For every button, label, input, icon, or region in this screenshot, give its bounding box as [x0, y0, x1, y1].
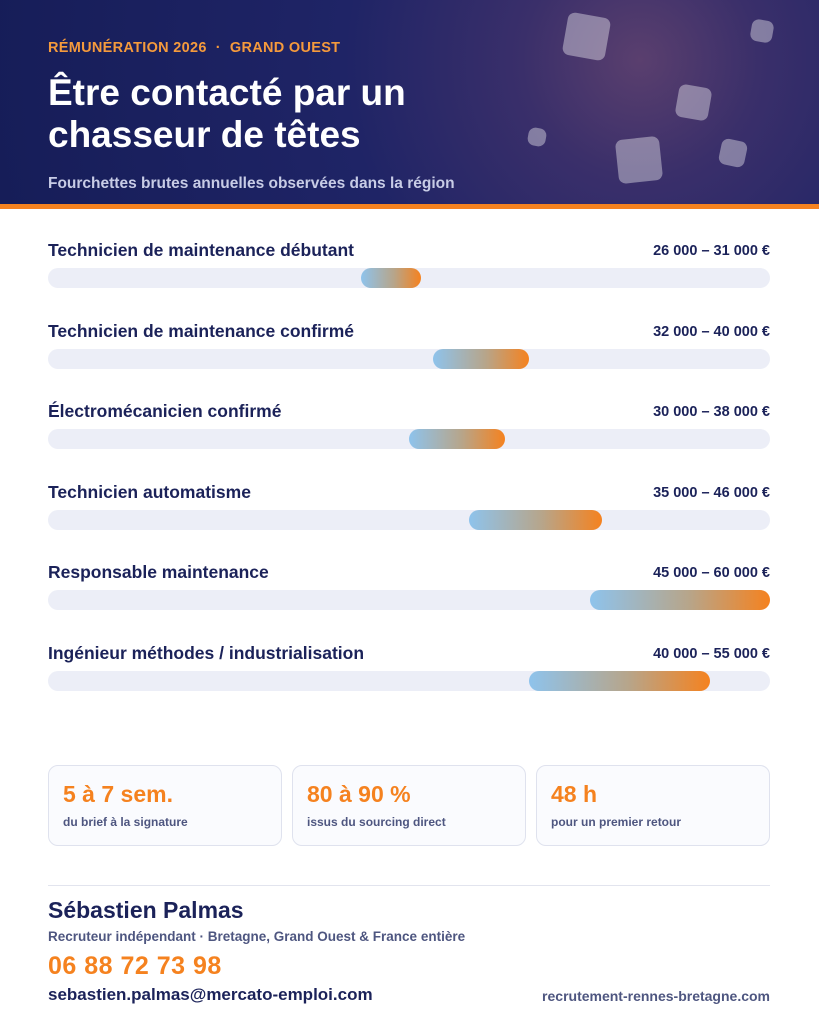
job-title: Ingénieur méthodes / industrialisation [48, 642, 365, 663]
salary-range-bar [409, 429, 506, 449]
job-title: Responsable maintenance [48, 562, 269, 582]
salary-track [48, 348, 770, 369]
salary-row: Technicien de maintenance confirmé 32 000… [48, 321, 770, 402]
title-line-1: Être contacté par un [48, 72, 406, 113]
salary-range-bar [529, 670, 710, 691]
footer-divider [48, 885, 770, 886]
salary-range: 26 000 – 31 000 € [653, 243, 770, 259]
salary-range: 32 000 – 40 000 € [653, 323, 770, 340]
contact-website[interactable]: recrutement-rennes-bretagne.com [542, 988, 770, 1004]
kicker-region: GRAND OUEST [229, 40, 341, 56]
kicker-year: RÉMUNÉRATION 2026 [48, 40, 207, 56]
decorative-square [717, 137, 749, 169]
salary-track [48, 590, 770, 610]
hero-accent-stripe [0, 204, 819, 209]
contact-phone[interactable]: 06 88 72 73 98 [48, 952, 222, 980]
salary-range: 40 000 – 55 000 € [653, 645, 770, 662]
salary-row: Électromécanicien confirmé 30 000 – 38 00… [48, 401, 770, 482]
page-subtitle: Fourchettes brutes annuelles observées d… [48, 175, 455, 192]
job-title: Technicien de maintenance débutant [48, 240, 354, 260]
job-title: Technicien automatisme [48, 481, 251, 502]
kicker: RÉMUNÉRATION 2026 · GRAND OUEST [48, 40, 340, 56]
stat-value: 5 à 7 sem. [63, 781, 173, 807]
salary-row: Responsable maintenance 45 000 – 60 000 € [48, 562, 770, 643]
title-line-2: chasseur de têtes [48, 114, 361, 155]
decorative-square [674, 83, 713, 122]
stat-caption: issus du sourcing direct [307, 815, 446, 829]
salary-range: 45 000 – 60 000 € [653, 565, 770, 581]
stat-caption: pour un premier retour [551, 815, 682, 829]
stat-card: 5 à 7 sem. du brief à la signature [48, 765, 282, 846]
stat-value: 80 à 90 % [307, 781, 411, 807]
salary-range-bar [433, 348, 530, 369]
salary-track [48, 268, 770, 288]
salary-range-bar [360, 268, 422, 288]
kicker-separator: · [215, 40, 221, 56]
page-title: Être contacté par un chasseur de têtes [48, 72, 568, 156]
stat-card: 80 à 90 % issus du sourcing direct [292, 765, 526, 846]
salary-row: Ingénieur méthodes / industrialisation 40… [48, 643, 770, 724]
decorative-square [561, 11, 612, 62]
salary-range: 35 000 – 46 000 € [653, 484, 770, 501]
salary-row: Technicien de maintenance débutant 26 000… [48, 240, 770, 321]
stats-row: 5 à 7 sem. du brief à la signature 80 à 90… [48, 765, 770, 846]
salary-track [48, 509, 770, 530]
contact-name: Sébastien Palmas [48, 897, 244, 923]
contact-email[interactable]: sebastien.palmas@mercato-emploi.com [48, 985, 373, 1004]
salary-track [48, 429, 770, 449]
salary-list: Technicien de maintenance débutant 26 000… [48, 240, 770, 723]
job-title: Électromécanicien confirmé [48, 401, 282, 421]
salary-track [48, 670, 770, 691]
salary-row: Technicien automatisme 35 000 – 46 000 € [48, 482, 770, 563]
stat-card: 48 h pour un premier retour [536, 765, 770, 846]
decorative-square [614, 135, 664, 185]
contact-role: Recruteur indépendant · Bretagne, Grand … [48, 929, 466, 944]
salary-range-bar [469, 509, 602, 530]
job-title: Technicien de maintenance confirmé [48, 320, 355, 341]
salary-range-bar [589, 590, 770, 610]
stat-caption: du brief à la signature [63, 815, 188, 829]
hero-banner: RÉMUNÉRATION 2026 · GRAND OUEST Être conta… [0, 0, 819, 204]
stat-value: 48 h [551, 781, 598, 807]
salary-range: 30 000 – 38 000 € [653, 404, 770, 420]
decorative-square [749, 18, 775, 44]
